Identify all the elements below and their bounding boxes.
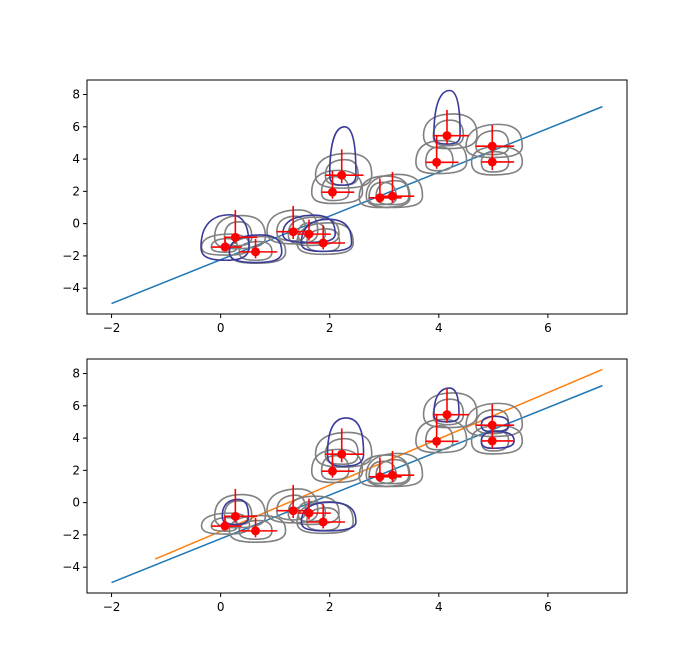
data-point [251, 526, 261, 536]
x-tick-label: −2 [103, 600, 121, 614]
data-point [327, 187, 337, 197]
data-point [442, 410, 452, 420]
data-point [432, 436, 442, 446]
data-point [337, 170, 347, 180]
data-point [288, 227, 298, 237]
y-tick-label: −2 [62, 249, 80, 263]
uncertainty-contour-outer [415, 139, 468, 175]
data-point [230, 511, 240, 521]
y-tick-label: 0 [72, 496, 80, 510]
uncertainty-contour-outer [266, 209, 319, 245]
data-point [220, 242, 230, 252]
plot-area [111, 368, 603, 584]
top-plot-panel: −2 0 2 4 6 −4 −2 0 2 4 6 8 [62, 79, 628, 335]
uncertainty-contour-outer [415, 418, 468, 454]
uncertainty-contour-outer [358, 454, 411, 488]
y-tick-label: 4 [72, 431, 80, 445]
data-point [304, 508, 314, 518]
uncertainty-contour-outer [422, 113, 478, 150]
x-tick-label: 4 [435, 600, 443, 614]
data-point [387, 191, 397, 201]
data-point [487, 141, 497, 151]
y-tick-label: 2 [72, 184, 80, 198]
data-point [251, 247, 261, 257]
data-point [337, 449, 347, 459]
x-tick-label: 6 [544, 321, 552, 335]
x-tick-label: 6 [544, 600, 552, 614]
uncertainty-contour-outer [314, 431, 373, 468]
data-point [304, 229, 314, 239]
x-tick-label: −2 [103, 321, 121, 335]
y-tick-label: −4 [62, 281, 80, 295]
data-point [442, 131, 452, 141]
data-point [432, 157, 442, 167]
data-point [327, 466, 337, 476]
data-point [220, 521, 230, 531]
y-tick-label: 2 [72, 463, 80, 477]
y-tick-label: 0 [72, 217, 80, 231]
uncertainty-contour-outer [422, 392, 478, 429]
data-point [387, 470, 397, 480]
data-point [375, 472, 385, 482]
y-tick-label: 6 [72, 399, 80, 413]
y-tick-label: 4 [72, 152, 80, 166]
data-point [318, 517, 328, 527]
uncertainty-contour-outer [296, 222, 354, 256]
uncertainty-contour-outer [310, 169, 364, 205]
axes-frame [86, 358, 628, 594]
x-tick-label: 2 [326, 600, 334, 614]
highlighted-contour [300, 218, 353, 253]
highlighted-contour [200, 213, 250, 262]
uncertainty-contour-outer [358, 175, 411, 209]
y-tick-label: 6 [72, 120, 80, 134]
highlighted-contour [480, 430, 515, 450]
x-tick-label: 0 [217, 321, 225, 335]
y-tick-label: 8 [72, 367, 80, 381]
y-tick-label: −2 [62, 528, 80, 542]
y-tick-label: −4 [62, 560, 80, 574]
data-point [230, 232, 240, 242]
x-tick-label: 0 [217, 600, 225, 614]
uncertainty-contour-outer [365, 452, 424, 488]
x-tick-label: 4 [435, 321, 443, 335]
uncertainty-contour-outer [365, 173, 424, 209]
axes-frame [86, 79, 628, 315]
plot-area [111, 89, 603, 305]
highlighted-contour [300, 501, 357, 532]
fit-line-1 [111, 105, 603, 305]
uncertainty-contour-outer [266, 488, 319, 524]
data-point [375, 193, 385, 203]
data-point [318, 238, 328, 248]
uncertainty-contour-outer [465, 123, 524, 159]
y-tick-label: 8 [72, 88, 80, 102]
data-point [487, 420, 497, 430]
uncertainty-contour-outer [310, 448, 364, 484]
highlighted-contour [282, 214, 336, 244]
uncertainty-contour-outer [200, 512, 251, 535]
data-point [487, 157, 497, 167]
data-point [288, 506, 298, 516]
fit-line-1 [111, 384, 603, 584]
data-point [487, 436, 497, 446]
uncertainty-contour-outer [314, 152, 373, 189]
highlighted-contour [228, 234, 283, 264]
bottom-plot-panel: −2 0 2 4 6 −4 −2 0 2 4 6 8 [62, 358, 628, 614]
x-tick-label: 2 [326, 321, 334, 335]
uncertainty-contour-outer [465, 402, 524, 438]
